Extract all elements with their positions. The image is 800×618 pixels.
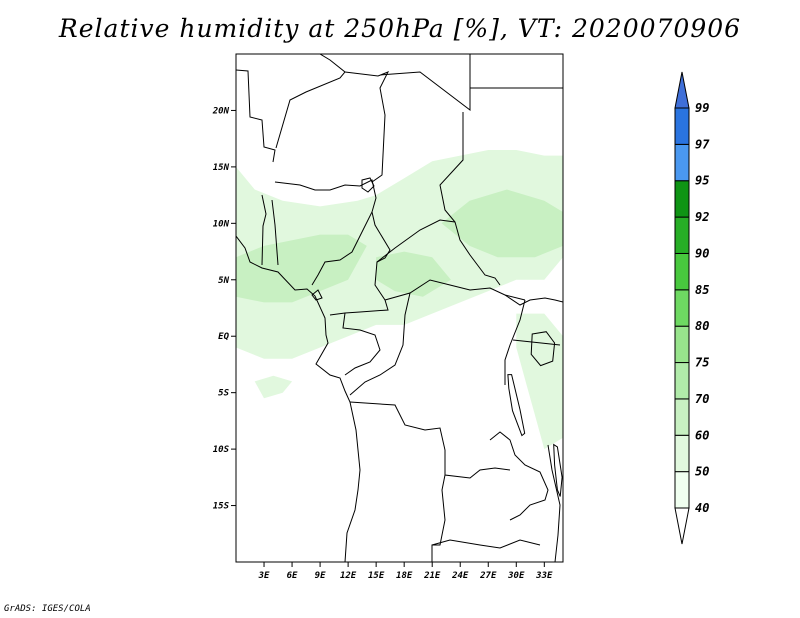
border-congo-drc bbox=[342, 292, 411, 396]
lake-tanganyika bbox=[507, 374, 526, 437]
lon-tick-label: 15E bbox=[368, 571, 385, 581]
colorbar: 40 50 60 70 75 80 85 90 92 95 97 99 bbox=[674, 71, 710, 545]
border-niger-chad bbox=[344, 71, 390, 183]
border-drc-zambia bbox=[489, 431, 549, 521]
border-chad-sudan bbox=[439, 112, 501, 286]
lake-chad-outline bbox=[361, 177, 375, 193]
colorbar-label: 90 bbox=[695, 246, 709, 260]
longitude-axis: 3E 6E 9E 12E 15E 18E 21E 24E 27E 30E 33E bbox=[258, 562, 553, 581]
colorbar-segment bbox=[674, 216, 690, 254]
border-libya bbox=[379, 54, 471, 112]
lat-tick-label: EQ bbox=[218, 332, 229, 342]
colorbar-label: 70 bbox=[695, 392, 709, 406]
lat-tick-label: 15S bbox=[213, 502, 230, 512]
humidity-region-core-west bbox=[236, 234, 367, 303]
colorbar-segment bbox=[674, 143, 690, 182]
lon-tick-label: 18E bbox=[396, 571, 413, 581]
colorbar-segment bbox=[674, 289, 690, 327]
map-panel: 20N 15N 10N 5N EQ 5S 10S 15S 3E 6E 9E 12E 15E 18E 21E… bbox=[212, 53, 564, 581]
lat-tick-label: 5N bbox=[218, 276, 229, 286]
map-title: Relative humidity at 250hPa [%], VT: 202… bbox=[58, 14, 742, 43]
border-sahara-north bbox=[236, 69, 276, 163]
border-mali-niger bbox=[275, 54, 346, 149]
humidity-fill-layer bbox=[236, 150, 563, 450]
lat-tick-label: 10N bbox=[213, 219, 230, 229]
colorbar-label: 75 bbox=[695, 356, 709, 370]
humidity-region-lake-victoria-patch bbox=[516, 313, 563, 450]
country-borders bbox=[236, 54, 563, 562]
lat-tick-label: 20N bbox=[212, 106, 230, 116]
colorbar-segment bbox=[674, 471, 690, 509]
colorbar-label: 50 bbox=[695, 465, 709, 479]
border-car bbox=[376, 219, 526, 301]
lat-tick-label: 15N bbox=[213, 163, 230, 173]
colorbar-label: 92 bbox=[695, 210, 709, 224]
map-frame bbox=[235, 53, 564, 563]
border-east-africa bbox=[504, 294, 563, 385]
border-angola-zambia bbox=[431, 474, 446, 562]
colorbar-label: 85 bbox=[695, 283, 709, 297]
lakes-layer bbox=[507, 331, 563, 497]
lake-malawi bbox=[553, 443, 563, 497]
lon-tick-label: 6E bbox=[287, 571, 298, 581]
humidity-region-core-east bbox=[441, 189, 563, 258]
border-cameroon bbox=[329, 211, 391, 316]
colorbar-segment bbox=[674, 434, 690, 473]
colorbar-label: 95 bbox=[695, 174, 709, 188]
colorbar-label: 97 bbox=[695, 137, 710, 151]
lon-tick-label: 21E bbox=[423, 571, 441, 581]
colorbar-segment bbox=[674, 325, 690, 364]
border-zambia-south bbox=[431, 539, 541, 549]
border-drc-angola bbox=[349, 401, 511, 479]
lon-tick-label: 27E bbox=[479, 571, 497, 581]
lake-victoria bbox=[530, 331, 556, 367]
colorbar-segment bbox=[674, 252, 690, 291]
colorbar-label: 80 bbox=[695, 319, 709, 333]
grads-credit: GrADS: IGES/COLA bbox=[4, 604, 91, 614]
lon-tick-label: 9E bbox=[315, 571, 326, 581]
colorbar-segment bbox=[674, 180, 690, 218]
humidity-region-core-central bbox=[376, 251, 451, 297]
humidity-region-south-west-patch bbox=[254, 375, 293, 399]
colorbar-label: 99 bbox=[695, 101, 709, 115]
colorbar-segment bbox=[674, 362, 690, 400]
lat-tick-label: 10S bbox=[213, 445, 230, 455]
colorbar-under-arrow bbox=[674, 507, 690, 545]
coastline-west bbox=[236, 235, 361, 562]
colorbar-label: 40 bbox=[695, 501, 709, 515]
lat-tick-label: 5S bbox=[218, 389, 229, 399]
border-nigeria bbox=[274, 179, 377, 286]
colorbar-segment bbox=[674, 398, 690, 436]
colorbar-label: 60 bbox=[695, 428, 709, 442]
border-benin-togo bbox=[261, 194, 279, 266]
lon-tick-label: 30E bbox=[507, 571, 525, 581]
colorbar-over-arrow bbox=[674, 71, 690, 109]
colorbar-segment bbox=[674, 107, 690, 145]
lon-tick-label: 12E bbox=[340, 571, 357, 581]
lon-tick-label: 3E bbox=[258, 571, 270, 581]
border-mozambique bbox=[547, 444, 561, 562]
latitude-axis: 20N 15N 10N 5N EQ 5S 10S 15S bbox=[212, 106, 236, 512]
lon-tick-label: 24E bbox=[451, 571, 469, 581]
islands-bioko bbox=[311, 289, 323, 301]
lon-tick-label: 33E bbox=[535, 571, 553, 581]
